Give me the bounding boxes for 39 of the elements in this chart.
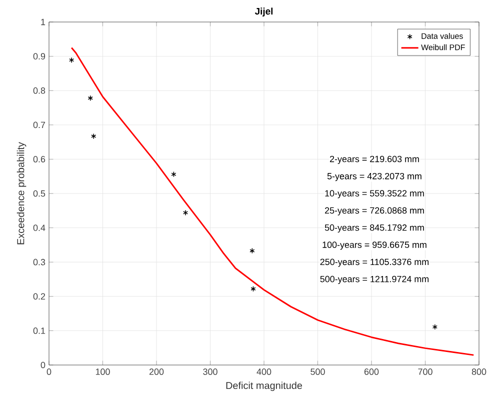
x-tick-label: 500 — [310, 368, 325, 375]
y-tick-label: 0.6 — [33, 156, 46, 162]
y-tick-label: 0.7 — [33, 122, 46, 128]
point — [432, 324, 438, 330]
annotation: 2-years = 219.603 mm — [330, 156, 419, 164]
y-tick-label: 0.9 — [33, 53, 46, 60]
y-tick-label: 0.5 — [33, 190, 46, 197]
point — [88, 95, 93, 102]
point — [171, 171, 176, 178]
annotation: 100-years = 959.6675 mm — [322, 242, 426, 250]
y-tick-label: 0.8 — [33, 87, 46, 94]
y-tick-label: 0.2 — [33, 293, 46, 300]
point — [250, 248, 255, 254]
point — [69, 57, 74, 63]
annotation: 25-years = 726.0868 mm — [324, 207, 424, 216]
chart-title: Jijel — [254, 8, 273, 16]
annotation: 250-years = 1105.3376 mm — [320, 258, 429, 267]
point — [250, 286, 256, 292]
x-tick-label: 700 — [418, 368, 432, 375]
y-tick-label: 0.1 — [33, 328, 46, 334]
y-tick-label: 0 — [40, 362, 46, 368]
y-tick-label: 0.3 — [33, 258, 46, 266]
annotation: 500-years = 1211.9724 mm — [320, 276, 429, 284]
annotation: 5-years = 423.2073 mm — [327, 172, 422, 182]
point — [91, 133, 96, 140]
y-tick-label: 1 — [41, 18, 46, 26]
x-tick-label: 200 — [149, 368, 164, 375]
annotation: 10-years = 559.3522 mm — [325, 190, 424, 198]
x-tick-label: 400 — [256, 368, 272, 375]
x-tick-label: 100 — [96, 368, 110, 375]
x-tick-label: 300 — [203, 368, 218, 375]
x-tick-label: 600 — [364, 368, 379, 375]
x-tick-label: 800 — [472, 368, 486, 375]
x-axis-title: Deficit magnitude — [226, 382, 302, 391]
y-tick-label: 0.4 — [33, 224, 46, 231]
y-axis-title: Exceedence probability — [16, 142, 26, 244]
annotation: 50-years = 845.1792 mm — [324, 224, 424, 233]
point — [182, 210, 188, 216]
x-tick-label: 0 — [46, 368, 52, 375]
